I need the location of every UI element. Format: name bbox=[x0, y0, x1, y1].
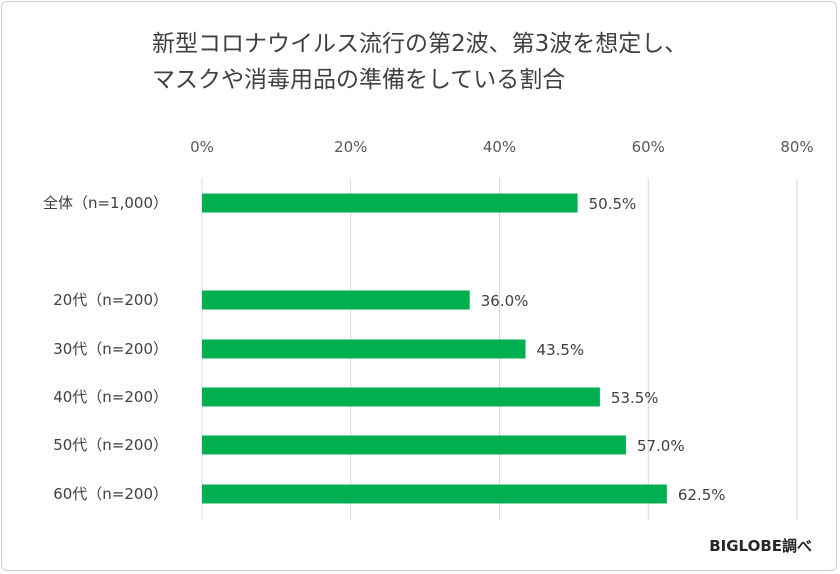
chart-title-line-1: 新型コロナウイルス流行の第2波、第3波を想定し、 bbox=[152, 31, 688, 57]
x-tick-label: 80% bbox=[780, 138, 813, 156]
x-axis-ticks: 0% 20% 40% 60% 80% bbox=[190, 138, 814, 156]
bar bbox=[202, 484, 667, 504]
chart-title-line-2: マスクや消毒用品の準備をしている割合 bbox=[152, 67, 566, 93]
data-label: 43.5% bbox=[537, 341, 585, 359]
x-tick-label: 60% bbox=[632, 138, 665, 156]
x-tick-label: 40% bbox=[483, 138, 516, 156]
category-label: 50代（n=200） bbox=[53, 436, 168, 454]
category-labels: 全体（n=1,000） 20代（n=200） 30代（n=200） 40代（n=200… bbox=[43, 194, 168, 503]
data-label: 57.0% bbox=[637, 437, 685, 455]
source-credit: BIGLOBE調べ bbox=[709, 537, 812, 555]
bar bbox=[202, 435, 626, 455]
x-tick-label: 0% bbox=[190, 138, 214, 156]
category-label: 全体（n=1,000） bbox=[43, 194, 168, 212]
bar bbox=[202, 193, 578, 213]
bar bbox=[202, 387, 600, 407]
data-label: 36.0% bbox=[481, 292, 529, 310]
data-label: 50.5% bbox=[589, 195, 637, 213]
bar bbox=[202, 339, 526, 359]
category-label: 30代（n=200） bbox=[53, 340, 168, 358]
category-label: 40代（n=200） bbox=[53, 388, 168, 406]
category-label: 20代（n=200） bbox=[53, 291, 168, 309]
data-label: 62.5% bbox=[678, 486, 726, 504]
x-tick-label: 20% bbox=[334, 138, 367, 156]
chart-title: 新型コロナウイルス流行の第2波、第3波を想定し、 マスクや消毒用品の準備をしてい… bbox=[152, 26, 772, 98]
data-labels: 50.5% 36.0% 43.5% 53.5% 57.0% 62.5% bbox=[481, 195, 726, 504]
bar bbox=[202, 290, 470, 310]
data-label: 53.5% bbox=[611, 389, 659, 407]
bars bbox=[202, 193, 667, 504]
category-label: 60代（n=200） bbox=[53, 485, 168, 503]
